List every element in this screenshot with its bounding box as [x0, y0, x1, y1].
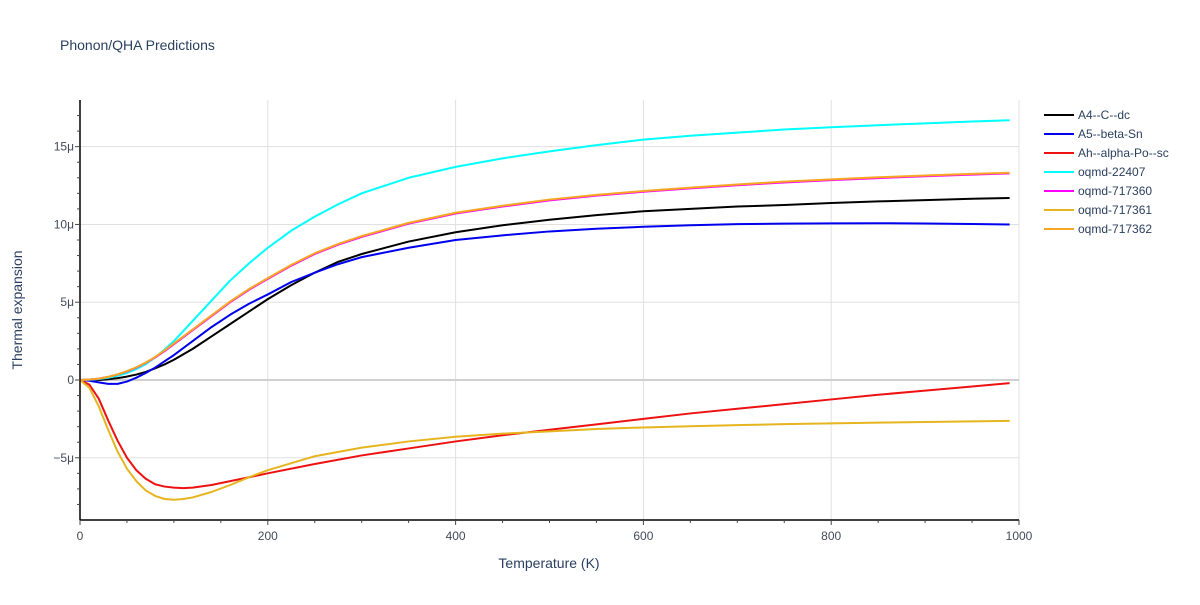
legend-label: Ah--alpha-Po--sc: [1078, 146, 1169, 160]
y-tick-label: 0: [67, 373, 74, 387]
x-tick-label: 200: [258, 529, 278, 543]
y-tick-label: 10μ: [54, 217, 74, 231]
series-line-oqmd-717361[interactable]: [80, 379, 1010, 501]
legend-item[interactable]: oqmd-717361: [1044, 203, 1152, 217]
y-axis-title: Thermal expansion: [9, 250, 25, 369]
series-line-ah-alpha-po-sc[interactable]: [80, 379, 1010, 490]
series-line-a4-c-dc[interactable]: [80, 197, 1010, 382]
grid-layer: [80, 100, 1020, 520]
legend-label: oqmd-22407: [1078, 165, 1146, 179]
legend-item[interactable]: oqmd-717360: [1044, 184, 1152, 198]
x-tick-label: 1000: [1006, 529, 1033, 543]
y-tick-label: −5μ: [53, 451, 74, 465]
series-line-a5-beta-sn[interactable]: [80, 222, 1010, 385]
legend-item[interactable]: oqmd-22407: [1044, 165, 1146, 179]
series-line-oqmd-717362[interactable]: [80, 171, 1010, 381]
legend-item[interactable]: A5--beta-Sn: [1044, 127, 1143, 141]
x-tick-label: 800: [821, 529, 841, 543]
legend-item[interactable]: Ah--alpha-Po--sc: [1044, 146, 1169, 160]
legend-item[interactable]: A4--C--dc: [1044, 108, 1130, 122]
x-tick-label: 0: [77, 529, 84, 543]
y-tick-label: 15μ: [54, 140, 74, 154]
legend-label: oqmd-717361: [1078, 203, 1152, 217]
series-line-oqmd-22407[interactable]: [80, 119, 1010, 381]
legend-label: A4--C--dc: [1078, 108, 1130, 122]
series-layer: [80, 119, 1010, 501]
y-tick-label: 5μ: [60, 295, 74, 309]
x-axis-title: Temperature (K): [498, 555, 599, 571]
chart-title: Phonon/QHA Predictions: [60, 37, 215, 53]
legend-label: oqmd-717360: [1078, 184, 1152, 198]
x-tick-label: 400: [446, 529, 466, 543]
legend[interactable]: A4--C--dc A5--beta-Sn Ah--alpha-Po--sc oqmd…: [1044, 108, 1169, 236]
axis-layer: 0 200 400 600 800 1000 −5μ 0 5μ 10μ 15μ: [53, 100, 1033, 543]
x-tick-label: 600: [633, 529, 653, 543]
legend-item[interactable]: oqmd-717362: [1044, 222, 1152, 236]
legend-label: A5--beta-Sn: [1078, 127, 1143, 141]
legend-label: oqmd-717362: [1078, 222, 1152, 236]
